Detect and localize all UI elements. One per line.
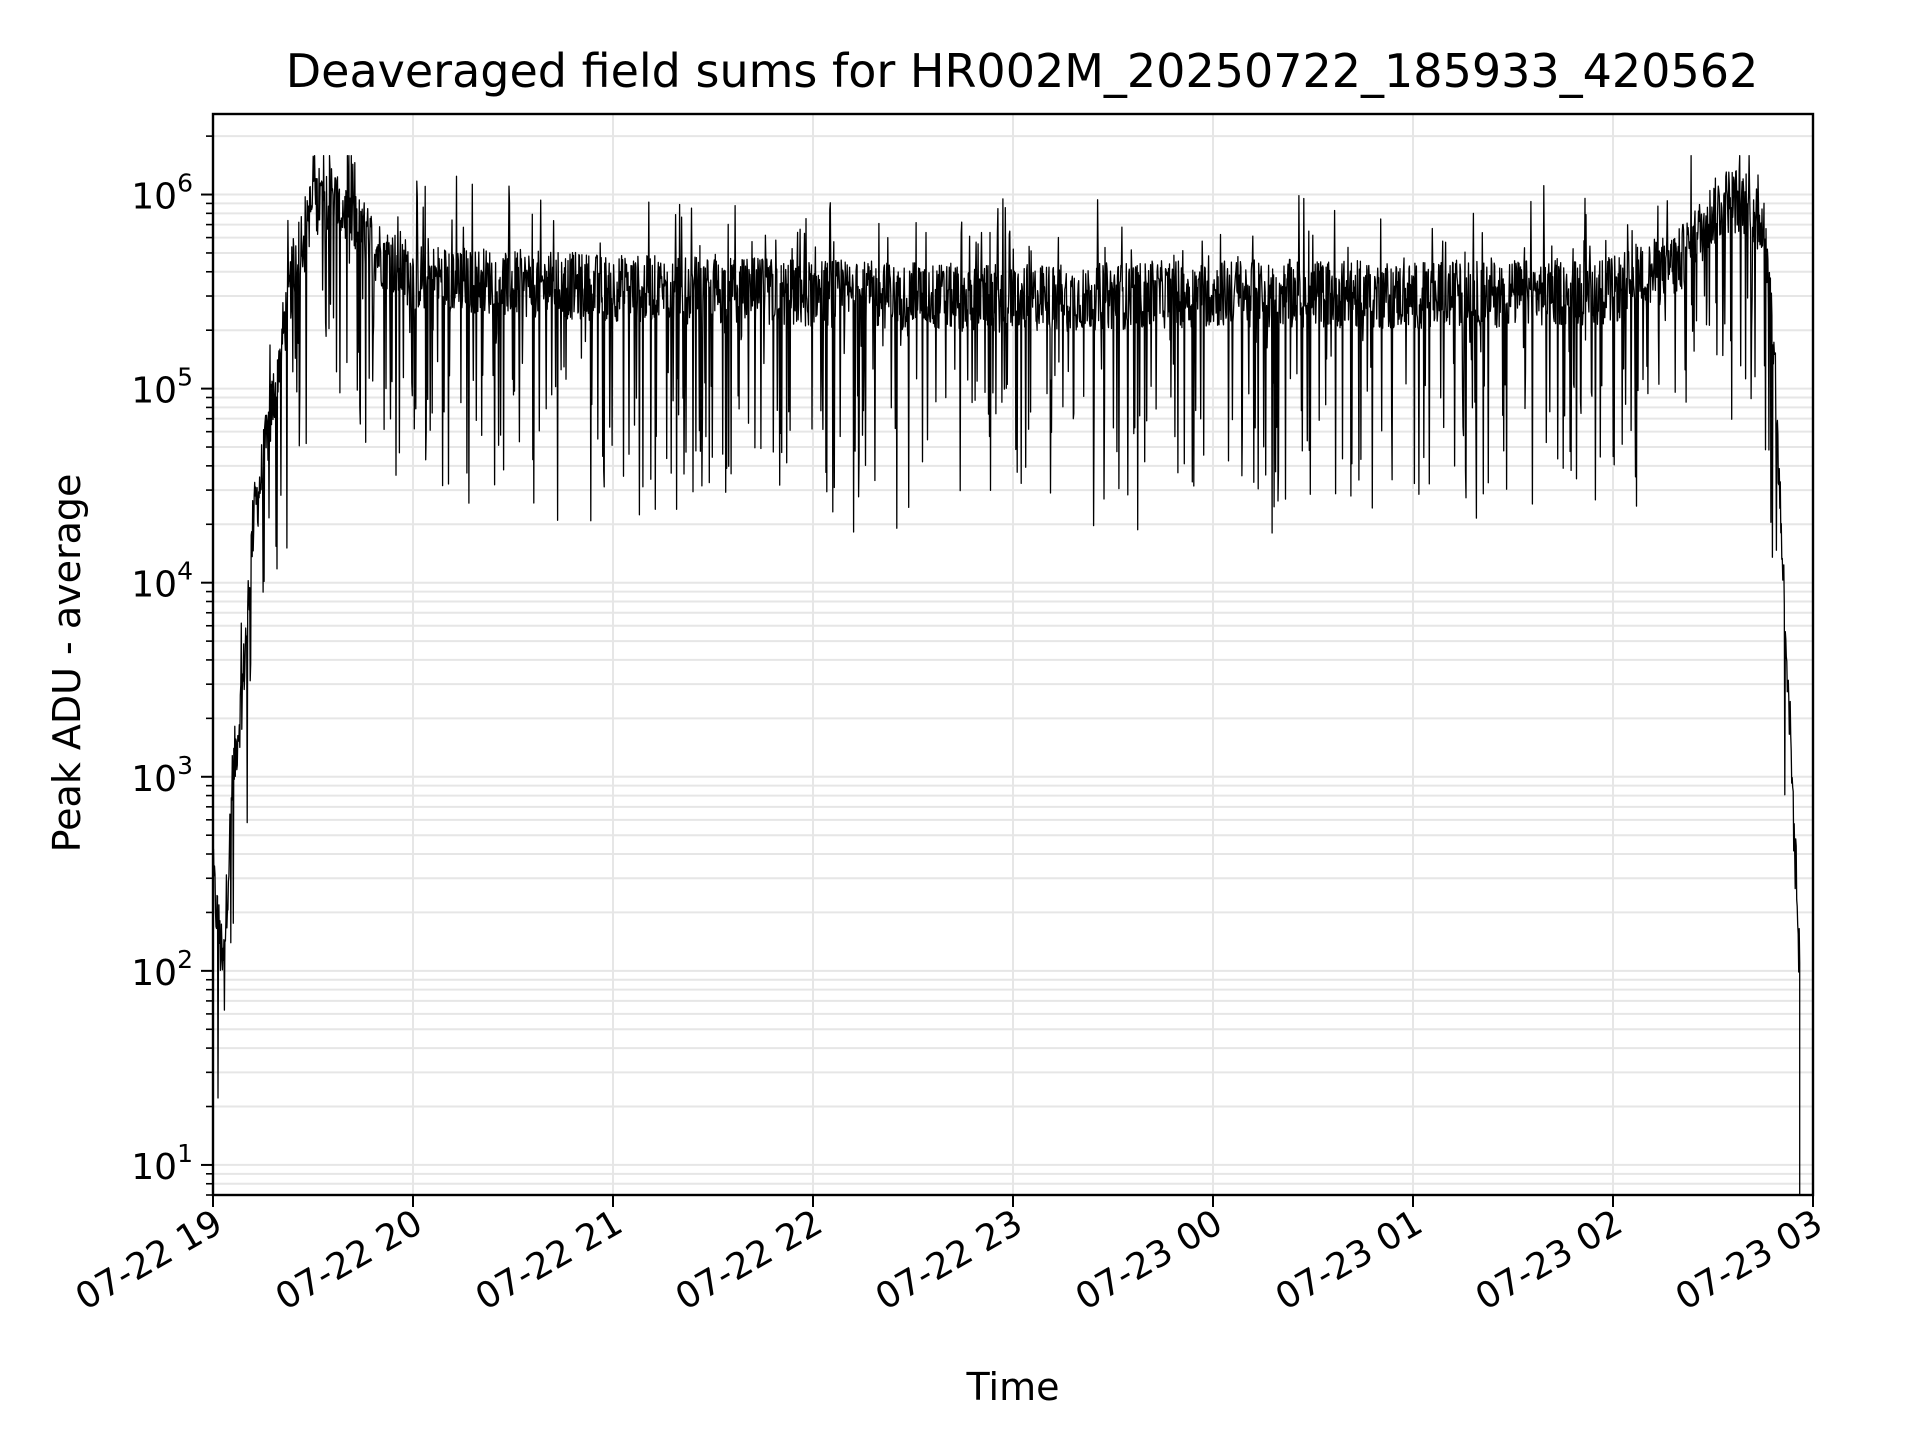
x-tick-label: 07-22 19 bbox=[69, 1202, 230, 1318]
x-tick-label: 07-23 03 bbox=[1669, 1202, 1830, 1318]
chart-title: Deaveraged field sums for HR002M_2025072… bbox=[286, 44, 1759, 98]
grid-layer bbox=[212, 114, 1814, 1196]
x-tick-label: 07-23 00 bbox=[1069, 1202, 1230, 1318]
y-tick-label: 106 bbox=[131, 169, 193, 218]
x-tick-label: 07-22 21 bbox=[469, 1202, 630, 1318]
y-axis-label: Peak ADU - average bbox=[45, 474, 89, 853]
x-tick-label: 07-23 02 bbox=[1469, 1202, 1630, 1318]
y-tick-label: 105 bbox=[131, 363, 193, 412]
x-tick-label: 07-23 01 bbox=[1269, 1202, 1430, 1318]
x-axis-label: Time bbox=[966, 1365, 1060, 1409]
x-tick-label: 07-22 20 bbox=[269, 1202, 430, 1318]
series-line bbox=[212, 155, 1801, 1195]
y-tick-label: 102 bbox=[131, 945, 193, 994]
x-tick-label: 07-22 23 bbox=[869, 1202, 1030, 1318]
series-layer bbox=[212, 155, 1801, 1195]
y-tick-label: 104 bbox=[131, 557, 193, 606]
y-tick-label: 103 bbox=[131, 751, 193, 800]
x-tick-label: 07-22 22 bbox=[669, 1202, 830, 1318]
y-tick-label: 101 bbox=[131, 1139, 193, 1188]
